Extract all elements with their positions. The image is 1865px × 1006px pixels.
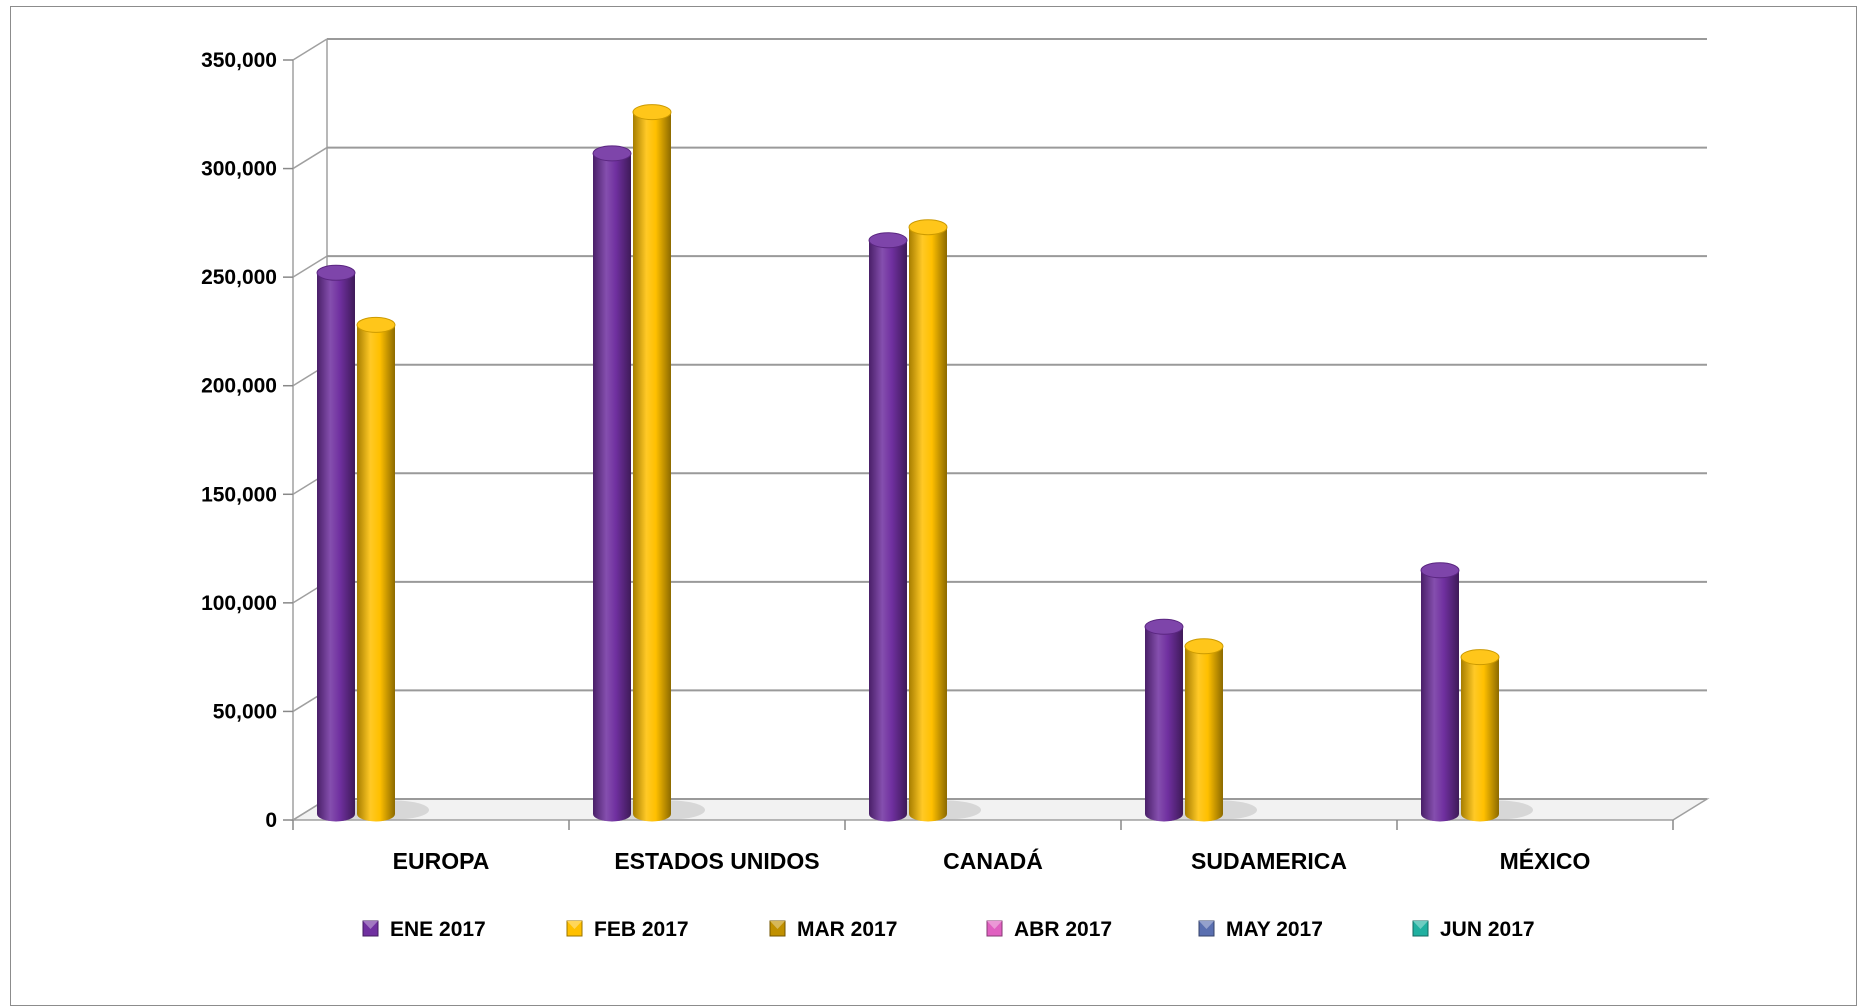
bar-body [633,112,671,822]
legend-swatch-highlight [987,921,1002,929]
legend-label: ENE 2017 [390,918,486,941]
x-tick-label: SUDAMERICA [1191,848,1347,874]
x-tick-label: CANADÁ [943,847,1043,874]
bar [632,104,705,822]
y-tick-label: 150,000 [201,483,277,506]
legend-label: MAR 2017 [797,918,897,941]
bar-top [1460,649,1500,666]
y-axis: 0 50,000 100,000 150,000 200,000 250,000 300,0… [201,49,293,832]
bar-top [592,145,632,162]
legend-item: MAY 2017 [1198,918,1323,941]
legend-label: MAY 2017 [1226,918,1323,941]
bar [356,316,429,822]
bar-top [316,264,356,281]
legend-label: JUN 2017 [1440,918,1535,941]
legend-item: JUN 2017 [1412,918,1535,941]
bar-top [632,104,672,121]
gridline-diagonal [292,255,328,278]
bar-top [356,316,396,333]
bar-body [1145,626,1183,822]
x-tick-label: MÉXICO [1500,847,1591,874]
y-tick-label: 250,000 [201,266,277,289]
bar [1184,638,1257,822]
y-tick-label: 0 [265,809,277,832]
bar-top [1420,562,1460,579]
gridline-diagonal [292,146,328,170]
bar-body [1185,646,1223,822]
bar-body [593,153,631,822]
y-tick-label: 300,000 [201,158,277,181]
y-tick-label: 50,000 [213,700,277,723]
bar-body [357,324,395,822]
legend-item: FEB 2017 [566,918,689,941]
x-tick-label: EUROPA [393,848,490,874]
legend-item: MAR 2017 [769,918,897,941]
bar [908,219,981,822]
bar-body [1461,657,1499,822]
legend-swatch-highlight [363,921,378,929]
legend-swatch-highlight [1413,921,1428,929]
legend-swatch-highlight [1199,921,1214,929]
y-tick-label: 100,000 [201,592,277,615]
legend-label: ABR 2017 [1014,918,1112,941]
bar [1460,649,1533,822]
legend-swatch-highlight [770,921,785,929]
bar-top [908,219,948,236]
bar-body [869,240,907,822]
x-tick-label: ESTADOS UNIDOS [614,848,819,874]
legend-item: ENE 2017 [362,918,486,941]
bar-top [1184,638,1224,655]
bar-top [1144,618,1184,635]
bars [316,104,1533,822]
legend: ENE 2017 FEB 2017 MAR 2017 ABR 2017 MAY 2017… [362,918,1535,941]
bar-body [909,227,947,822]
y-tick-label: 200,000 [201,375,277,398]
legend-item: ABR 2017 [986,918,1112,941]
bar-body [1421,570,1459,822]
legend-label: FEB 2017 [594,918,689,941]
bar-top [868,232,908,249]
x-axis: EUROPA ESTADOS UNIDOS CANADÁ SUDAMERICA MÉXI… [292,820,1674,874]
y-tick-label: 350,000 [201,49,277,72]
gridline-diagonal [292,38,328,61]
bar-body [317,272,355,822]
legend-swatch-highlight [567,921,582,929]
